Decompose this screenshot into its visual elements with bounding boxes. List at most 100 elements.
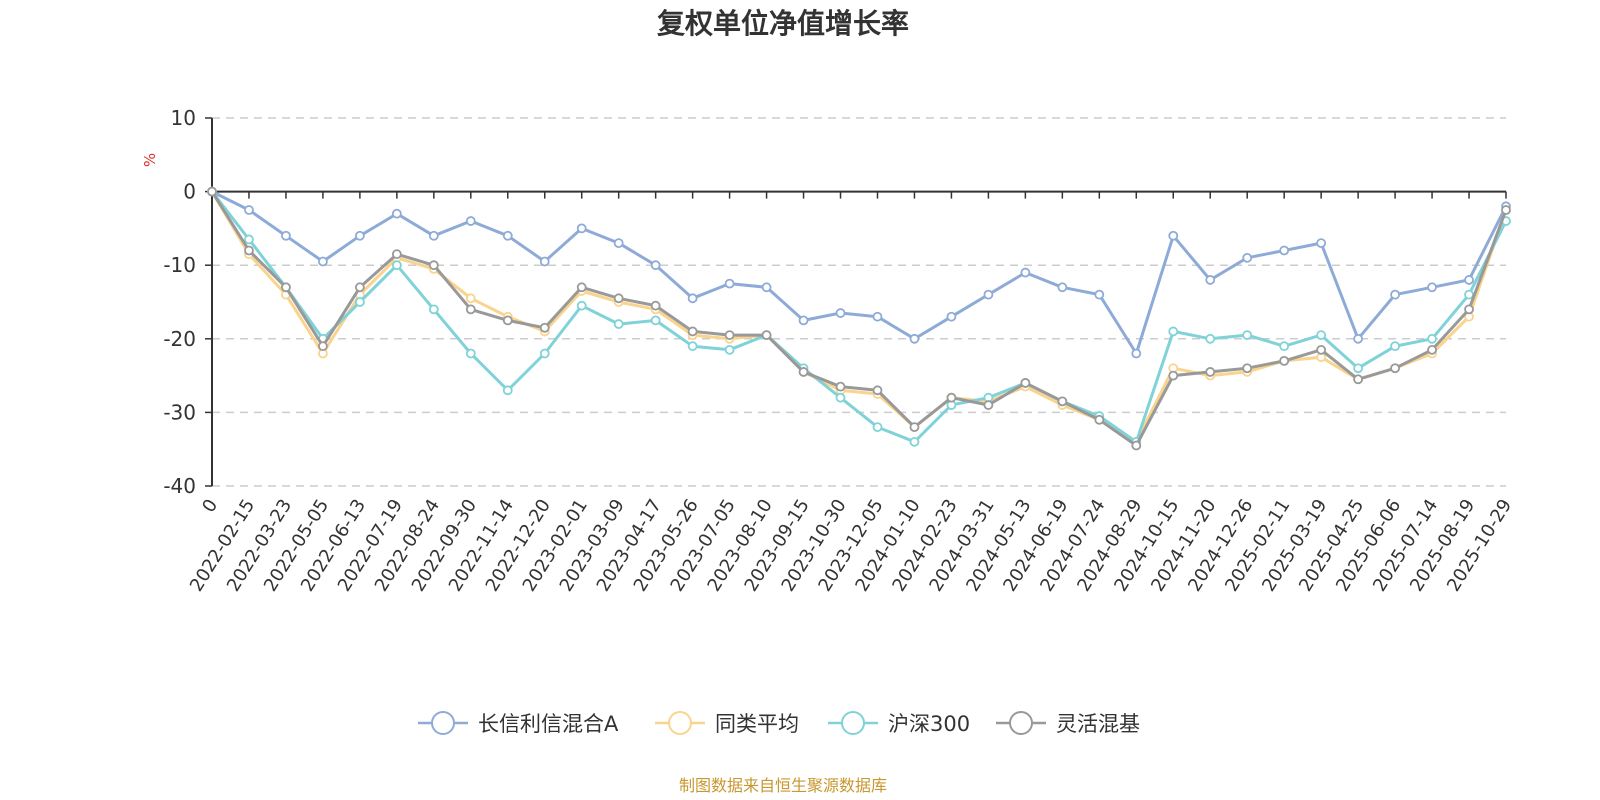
data-point	[1316, 238, 1327, 249]
series-line-0	[211, 190, 1508, 355]
legend-label: 沪深300	[888, 712, 970, 736]
data-point	[1353, 374, 1364, 385]
data-point	[576, 282, 587, 293]
y-tick-label: 0	[183, 180, 196, 204]
data-point	[391, 249, 402, 260]
data-point	[835, 381, 846, 392]
series-line-3	[210, 190, 1508, 447]
data-point	[761, 330, 772, 341]
data-point	[946, 311, 957, 322]
legend-marker-icon	[841, 711, 865, 735]
data-point	[687, 326, 698, 337]
legend-label: 长信利信混合A	[478, 712, 619, 736]
y-tick-label: -40	[163, 474, 196, 498]
data-point	[576, 223, 587, 234]
data-point	[1464, 304, 1474, 315]
data-point	[391, 260, 402, 271]
data-point	[354, 230, 365, 241]
data-point	[1168, 230, 1179, 241]
data-point	[1205, 275, 1216, 285]
data-point	[909, 436, 920, 447]
data-point	[1205, 333, 1216, 344]
data-point	[650, 260, 661, 271]
data-point	[909, 422, 920, 433]
data-point	[1131, 440, 1142, 451]
data-point	[1316, 344, 1327, 355]
chart-title: 复权单位净值增长率	[657, 7, 909, 40]
data-point	[1205, 367, 1216, 377]
y-tick-label: -30	[163, 400, 196, 424]
data-point	[835, 392, 846, 403]
data-point	[1094, 289, 1105, 300]
data-point	[761, 282, 772, 293]
data-point	[835, 308, 846, 318]
legend[interactable]: 长信利信混合A 同类平均 沪深300 灵活混基	[418, 711, 1140, 736]
data-point	[391, 208, 402, 219]
data-point	[1353, 363, 1364, 374]
data-point	[465, 348, 476, 359]
data-point	[1094, 414, 1105, 425]
data-point	[354, 297, 365, 307]
data-point	[1057, 396, 1068, 407]
data-point	[724, 330, 735, 341]
data-point	[872, 385, 883, 396]
data-point	[724, 344, 735, 355]
data-point	[1020, 378, 1031, 388]
data-point	[872, 311, 883, 322]
data-point	[1390, 289, 1400, 300]
data-point	[1316, 330, 1327, 341]
y-tick-label: -10	[163, 253, 196, 277]
data-point	[244, 234, 254, 245]
x-axis-ticks: 02022-02-152022-03-232022-05-052022-06-1…	[186, 191, 1516, 595]
data-point	[1131, 348, 1142, 359]
data-point	[318, 256, 328, 267]
data-point	[207, 186, 217, 197]
data-point	[244, 245, 254, 256]
legend-marker-icon	[1009, 711, 1033, 735]
series-line-2	[210, 190, 1508, 444]
data-point	[1168, 326, 1179, 337]
legend-label: 灵活混基	[1056, 712, 1140, 736]
data-point	[983, 289, 994, 300]
data-point	[318, 341, 328, 352]
data-point	[1242, 252, 1253, 263]
y-tick-label: -20	[163, 327, 196, 351]
data-point	[428, 260, 439, 271]
data-point	[1427, 282, 1437, 293]
series-line-1	[210, 190, 1508, 444]
data-point	[1242, 330, 1253, 341]
series-lines	[207, 186, 1511, 451]
legend-item-1[interactable]: 同类平均	[655, 711, 799, 736]
data-point	[687, 293, 698, 304]
data-point	[539, 348, 550, 359]
x-tick-label: 0	[198, 496, 222, 517]
data-point	[502, 315, 513, 326]
data-point	[1501, 205, 1511, 215]
data-point	[465, 216, 476, 226]
data-point	[354, 282, 365, 293]
data-point	[650, 315, 661, 326]
data-point	[576, 300, 587, 311]
data-source-note: 制图数据来自恒生聚源数据库	[679, 776, 887, 795]
data-point	[1168, 370, 1179, 381]
data-point	[1242, 363, 1253, 374]
data-point	[1390, 363, 1400, 374]
legend-marker-icon	[431, 711, 455, 735]
data-point	[281, 230, 291, 241]
legend-marker-icon	[668, 711, 692, 735]
data-point	[1390, 341, 1400, 352]
legend-item-2[interactable]: 沪深300	[828, 711, 970, 736]
data-point	[1279, 355, 1290, 366]
data-point	[946, 392, 957, 403]
y-axis-ticks: 10 0 -10 -20 -30 -40	[163, 106, 212, 498]
legend-item-3[interactable]: 灵活混基	[996, 711, 1140, 736]
data-point	[465, 304, 476, 315]
data-point	[1279, 341, 1290, 352]
legend-item-0[interactable]: 长信利信混合A	[418, 711, 619, 736]
legend-label: 同类平均	[715, 712, 799, 736]
gridlines	[212, 117, 1506, 487]
data-point	[613, 293, 624, 304]
data-point	[1279, 245, 1290, 256]
data-point	[613, 319, 624, 329]
